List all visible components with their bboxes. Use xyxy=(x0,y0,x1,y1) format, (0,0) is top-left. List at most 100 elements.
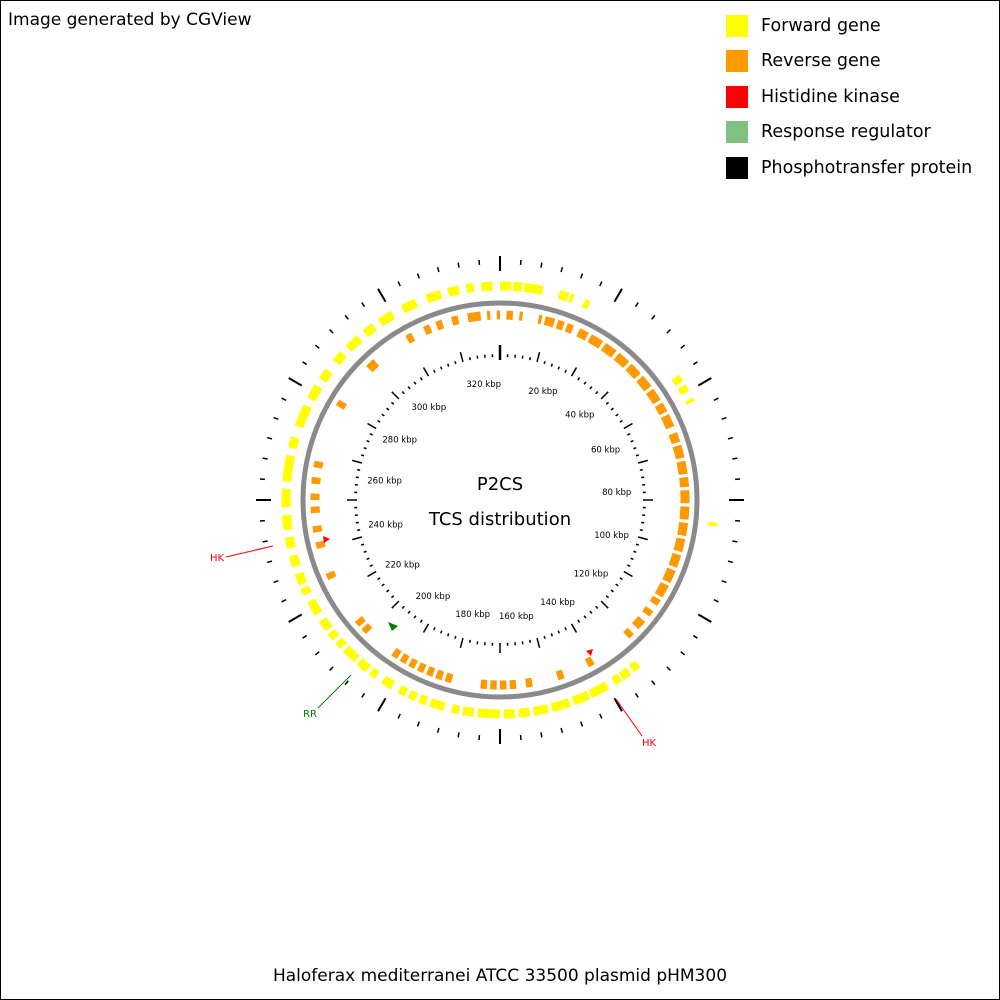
ruler-tick xyxy=(459,352,464,363)
outer-tick xyxy=(721,580,727,584)
ruler-tick xyxy=(595,605,599,610)
ruler-tick xyxy=(377,577,381,581)
outer-tick xyxy=(288,613,303,623)
ruler-tick xyxy=(367,570,377,578)
outer-tick xyxy=(397,281,401,287)
outer-tick xyxy=(580,721,584,727)
outer-tick xyxy=(457,732,460,738)
ruler-tick xyxy=(615,413,619,417)
outer-tick xyxy=(288,377,303,387)
forward-gene-segment xyxy=(294,404,312,429)
legend-item-histidine-kinase: Histidine kinase xyxy=(726,79,972,115)
outer-tick xyxy=(680,344,686,349)
ruler-tick xyxy=(583,381,587,385)
forward-gene-segment xyxy=(532,704,550,716)
outer-tick xyxy=(634,692,639,698)
forward-gene-segment xyxy=(335,637,347,650)
ruler-tick xyxy=(439,630,443,634)
ruler-tick xyxy=(468,357,472,361)
backbone-circle xyxy=(300,300,700,700)
annotation-hk-right: HK xyxy=(642,738,657,749)
forward-gene-segment xyxy=(518,707,531,718)
ruler-tick xyxy=(557,366,561,370)
ruler-label-320: 320 kbp xyxy=(466,380,501,390)
ruler-tick xyxy=(564,627,567,631)
ruler-tick xyxy=(610,589,614,593)
forward-gene-segment xyxy=(512,281,523,292)
ruler-tick xyxy=(407,610,411,614)
reverse-gene-segment xyxy=(636,375,652,392)
ruler-label-300: 300 kbp xyxy=(411,403,446,413)
legend-swatch-histidine-kinase xyxy=(726,85,748,108)
outer-tick xyxy=(651,314,656,320)
ruler-label-240: 240 kbp xyxy=(368,520,403,530)
ruler-tick xyxy=(635,543,640,546)
outer-tick xyxy=(540,262,543,268)
ruler-tick xyxy=(564,369,567,373)
forward-gene-segment xyxy=(287,436,300,450)
ruler-tick xyxy=(619,419,623,423)
reverse-gene-segment xyxy=(613,352,630,369)
reverse-gene-segment xyxy=(676,460,688,475)
reverse-gene-segment xyxy=(654,402,668,416)
legend-item-response-regulator: Response regulator xyxy=(726,115,972,151)
ruler-tick xyxy=(577,377,581,381)
legend-swatch-forward-gene xyxy=(726,14,748,37)
reverse-gene-segment xyxy=(564,323,575,334)
forward-gene-segment xyxy=(307,384,323,402)
forward-gene-segment xyxy=(523,282,544,295)
ruler-tick xyxy=(589,610,593,614)
reverse-gene-segment xyxy=(315,540,326,550)
forward-gene-segment xyxy=(628,660,641,673)
reverse-gene-segment xyxy=(325,570,337,581)
legend-swatch-reverse-gene xyxy=(726,50,748,73)
ruler-tick xyxy=(550,633,554,637)
reverse-gene-segment xyxy=(450,315,460,326)
ruler-tick xyxy=(360,454,365,457)
ruler-tick xyxy=(357,468,361,472)
forward-gene-segment xyxy=(557,289,570,302)
ruler-tick xyxy=(615,583,619,587)
forward-gene-segment xyxy=(550,698,572,713)
outer-tick xyxy=(599,713,603,719)
forward-gene-segment xyxy=(400,298,419,314)
ruler-tick xyxy=(390,401,395,405)
position-ruler xyxy=(347,345,653,653)
ruler-tick xyxy=(623,422,633,430)
reverse-gene-segment xyxy=(625,363,641,380)
ruler-tick xyxy=(407,386,411,390)
ruler-tick xyxy=(605,401,610,405)
reverse-gene-track xyxy=(310,310,690,690)
ruler-tick xyxy=(536,352,541,363)
forward-gene-segment xyxy=(581,298,591,310)
ruler-tick xyxy=(543,360,546,365)
reverse-gene-segment xyxy=(391,647,402,659)
forward-gene-segment xyxy=(480,281,493,292)
ruler-tick xyxy=(543,635,546,640)
ruler-tick xyxy=(357,528,361,532)
ruler-tick xyxy=(635,454,640,457)
outer-tick xyxy=(692,634,698,639)
outer-tick xyxy=(416,721,420,727)
outer-tick xyxy=(416,273,420,279)
forward-gene-segment xyxy=(307,598,323,616)
reverse-gene-segment xyxy=(467,312,475,323)
ruler-tick xyxy=(433,627,436,631)
legend-label-reverse-gene: Reverse gene xyxy=(761,51,881,72)
reverse-gene-segment xyxy=(623,627,634,639)
forward-gene-segment xyxy=(397,684,409,697)
ruler-tick xyxy=(633,550,637,554)
outer-tick xyxy=(329,329,334,334)
reverse-gene-segment xyxy=(473,311,482,322)
outer-tick xyxy=(651,680,656,686)
outer-tick xyxy=(599,281,603,287)
ruler-tick xyxy=(637,536,648,541)
outer-tick xyxy=(329,666,334,671)
outer-tick xyxy=(540,732,543,738)
ruler-tick xyxy=(577,619,581,623)
reverse-gene-segment xyxy=(668,552,682,568)
reverse-gene-segment xyxy=(679,506,690,520)
forward-gene-segment xyxy=(345,335,363,352)
forward-gene-segment xyxy=(342,645,360,663)
outer-tick xyxy=(613,288,623,303)
